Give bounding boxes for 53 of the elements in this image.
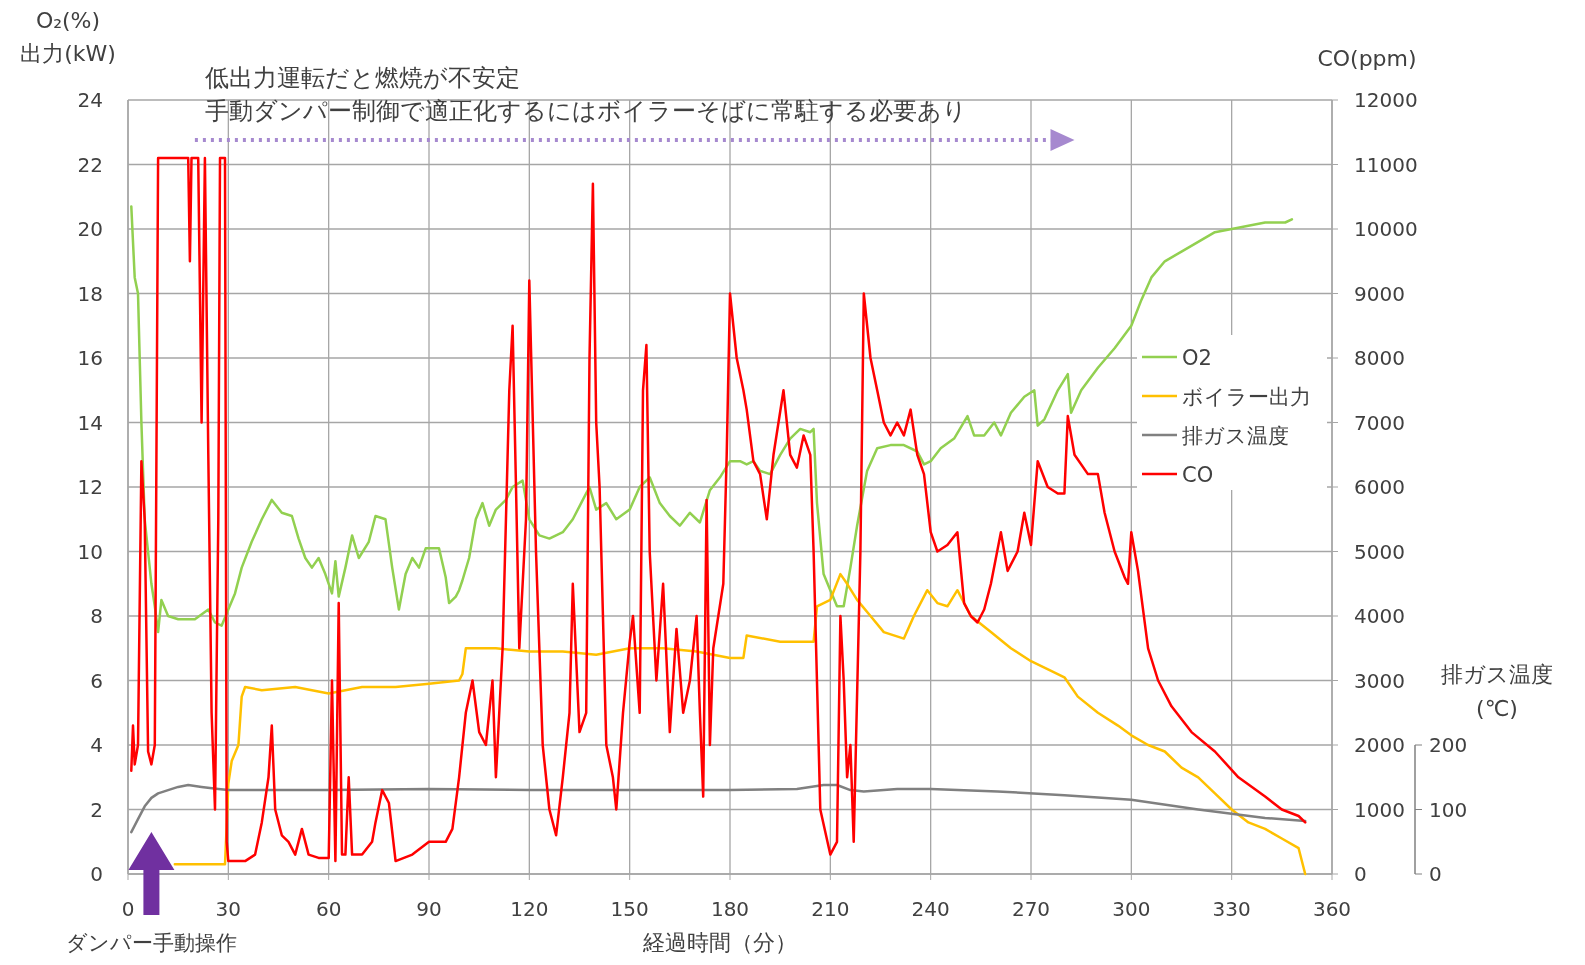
y3-tick-label: 0 (1429, 862, 1442, 886)
x-tick-label: 210 (811, 897, 850, 921)
y3-tick-label: 100 (1429, 797, 1468, 822)
y2-tick-label: 12000 (1354, 88, 1418, 112)
legend-label: ボイラー出力 (1182, 385, 1311, 409)
y2-tick-label: 9000 (1354, 281, 1405, 306)
x-tick-label: 0 (121, 897, 135, 921)
y-tick-label: 20 (77, 217, 103, 241)
y-tick-label: 0 (90, 862, 103, 886)
y-tick-label: 24 (77, 88, 103, 112)
y2-tick-label: 6000 (1354, 475, 1405, 499)
text: 低出力運転だと燃焼が不安定 (205, 64, 520, 92)
y3-tick-label: 200 (1429, 733, 1468, 757)
y-tick-label: 2 (90, 797, 103, 822)
y2-tick-label: 1000 (1354, 797, 1405, 822)
text: ダンパー手動操作 (65, 931, 237, 955)
x-tick-label: 240 (911, 897, 950, 921)
x-tick-label: 30 (215, 897, 242, 921)
y-tick-label: 10 (77, 539, 103, 564)
legend-label: CO (1182, 463, 1214, 487)
y-axis-title: O₂(%) 出力(kW) (20, 8, 116, 66)
y2-tick-label: 5000 (1354, 539, 1405, 564)
y2-tick-label: 3000 (1354, 668, 1405, 693)
y2-tick-label: 11000 (1354, 152, 1418, 177)
legend-label: 排ガス温度 (1182, 424, 1289, 448)
y-tick-label: 8 (90, 604, 103, 628)
y3-axis-title: 排ガス温度 (℃) (1441, 662, 1553, 721)
y-tick-label: 6 (90, 668, 103, 693)
x-tick-label: 120 (510, 897, 549, 921)
y-tick-label: 22 (77, 152, 103, 177)
x-tick-label: 270 (1011, 897, 1051, 921)
x-tick-label: 360 (1312, 897, 1352, 921)
x-tick-label: 180 (710, 897, 750, 921)
y-tick-label: 18 (77, 281, 103, 306)
y2-axis-title: CO(ppm) (1317, 46, 1417, 71)
y-tick-label: 4 (90, 733, 103, 757)
x-tick-label: 90 (416, 897, 442, 921)
y2-tick-label: 7000 (1354, 410, 1405, 435)
y2-tick-label: 4000 (1354, 604, 1405, 628)
x-tick-label: 150 (610, 897, 649, 921)
x-tick-label: 60 (315, 897, 342, 921)
y2-tick-label: 0 (1354, 862, 1367, 886)
y2-tick-label: 8000 (1354, 346, 1405, 370)
x-tick-label: 300 (1112, 897, 1151, 921)
y-tick-label: 14 (77, 410, 103, 435)
y2-tick-label: 10000 (1354, 217, 1418, 241)
y2-tick-label: 2000 (1354, 733, 1405, 757)
legend-label: O2 (1182, 346, 1212, 370)
x-tick-label: 330 (1212, 897, 1251, 921)
x-axis-title: 経過時間（分） (642, 930, 797, 955)
y-tick-label: 16 (77, 346, 103, 370)
y-tick-label: 12 (77, 475, 103, 499)
annotation: 手動ダンパー制御で適正化するにはボイラーそばに常駐する必要あり (205, 97, 967, 125)
